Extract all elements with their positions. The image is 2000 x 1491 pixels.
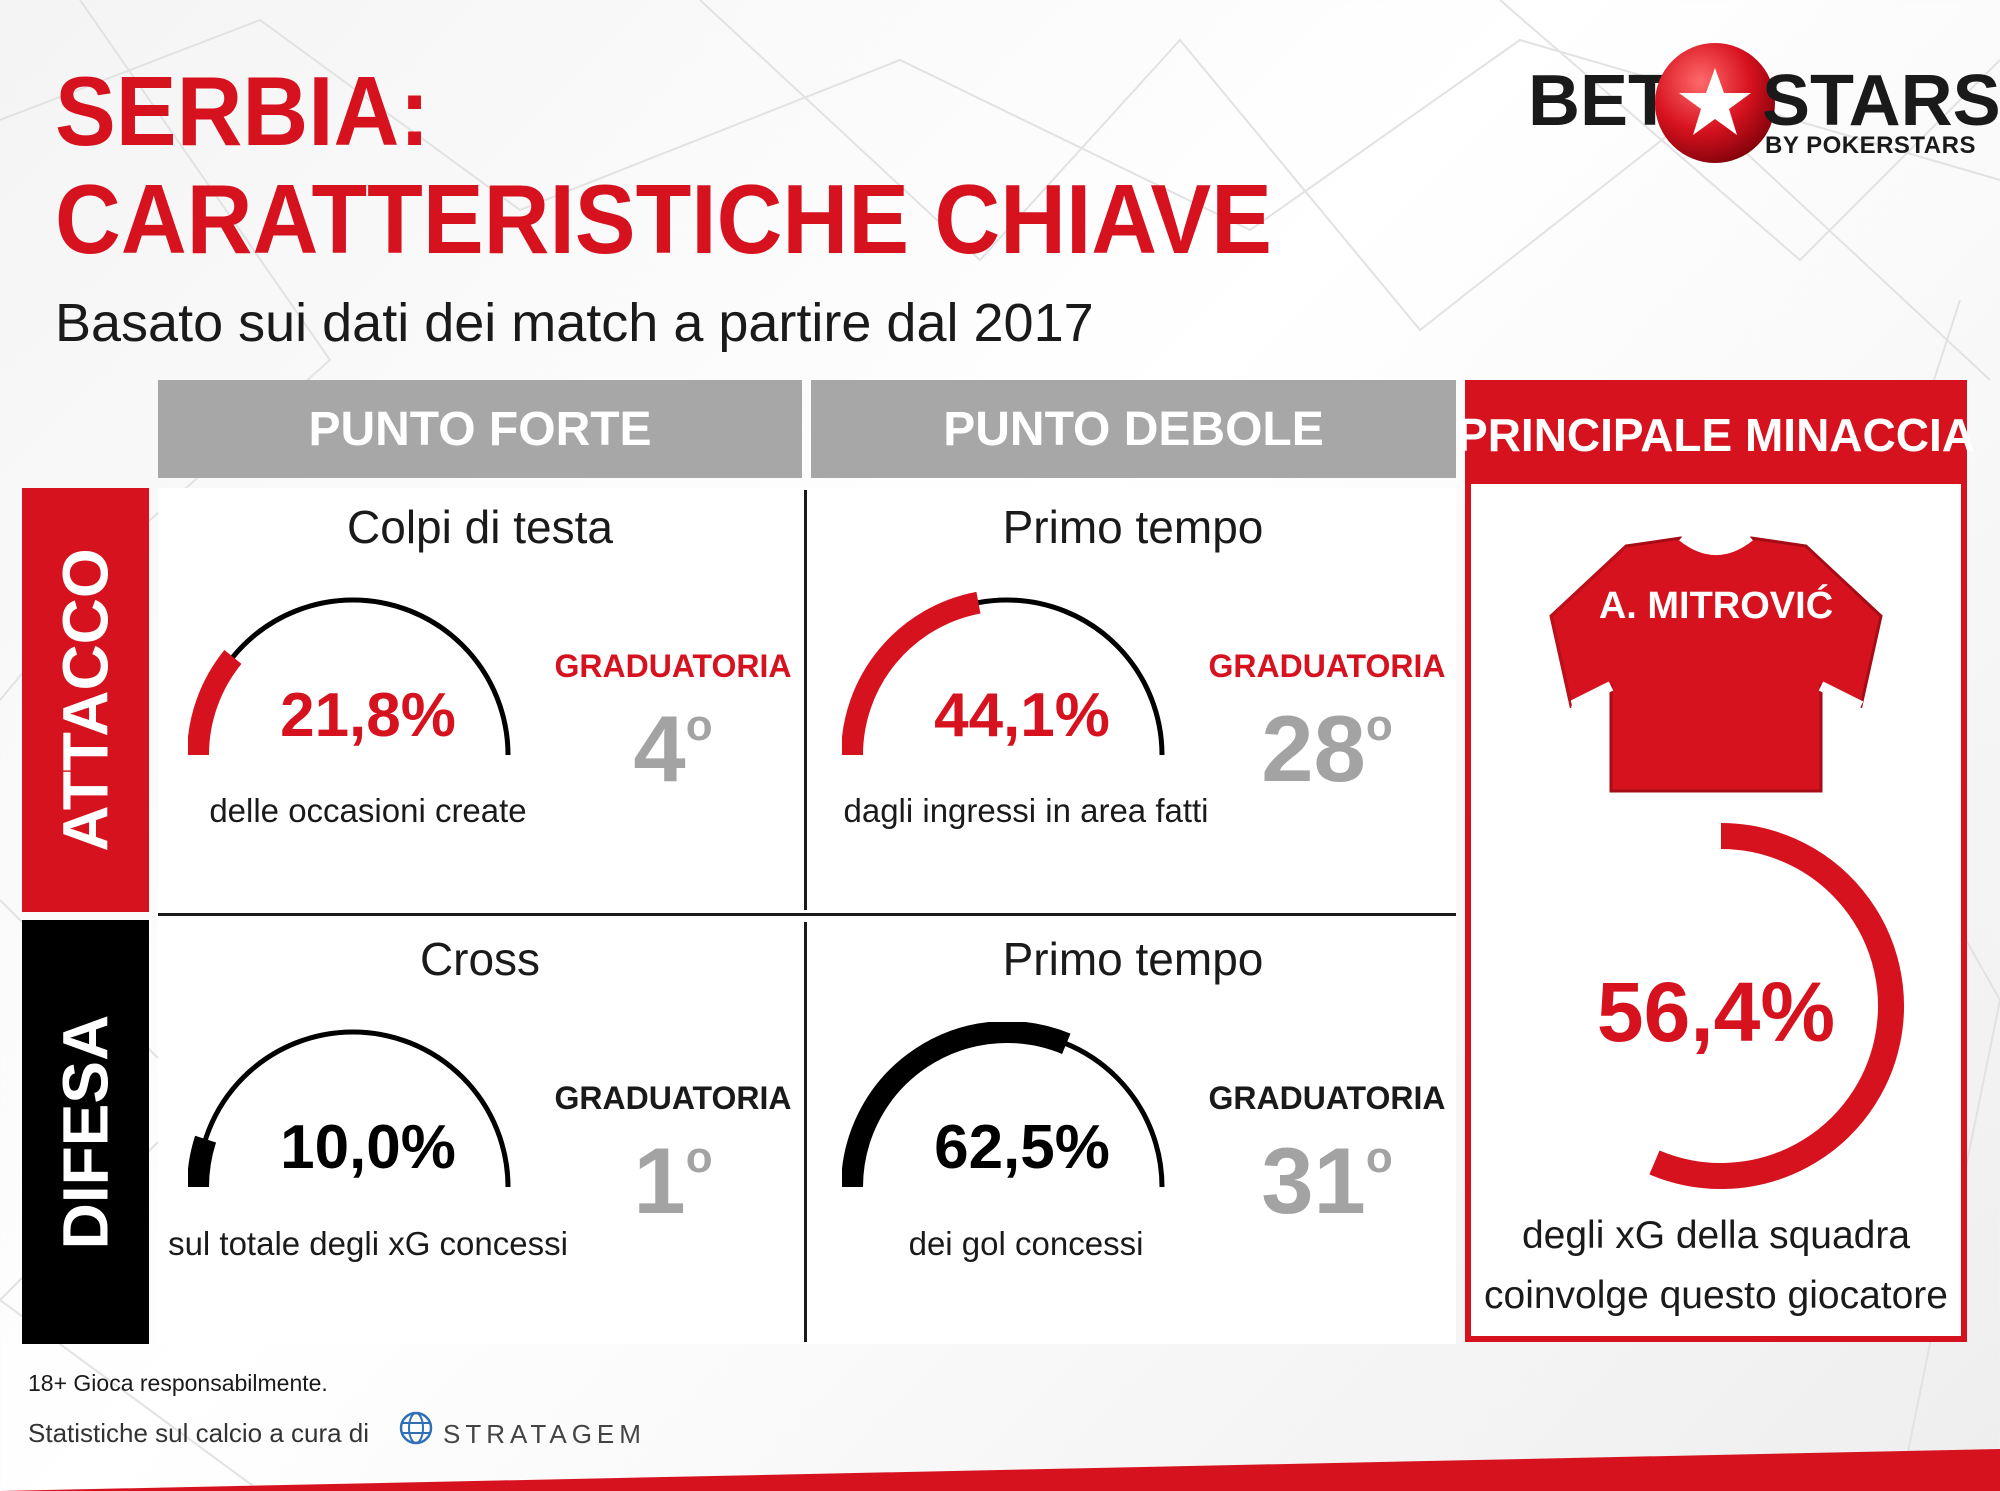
rank-label: GRADUATORIA [554, 648, 792, 684]
jersey-player-name: A. MITROVIĆ [1599, 583, 1833, 627]
gauge [842, 1022, 1165, 1188]
gauge [188, 597, 511, 756]
grid-background [158, 488, 1456, 1344]
gauge-fill [842, 1022, 1071, 1188]
percentage-value: 62,5% [934, 1113, 1110, 1182]
rank-label: GRADUATORIA [1208, 1080, 1446, 1116]
percentage-value: 10,0% [280, 1113, 456, 1182]
logo-subtitle: BY POKERSTARS [1765, 132, 1976, 159]
gauge-fill [842, 591, 981, 756]
caption: delle occasioni create [209, 792, 527, 829]
rank-label: GRADUATORIA [1208, 648, 1446, 684]
threat-percentage: 56,4% [1596, 965, 1836, 1059]
cell-title: Colpi di testa [347, 501, 613, 553]
percentage-value: 21,8% [280, 681, 456, 750]
threat-ring-arc [1649, 823, 1904, 1189]
logo-star-ball-icon [1655, 43, 1775, 163]
age-notice: 18+ Gioca responsabilmente. [28, 1370, 328, 1396]
gauge-fill [188, 649, 242, 756]
threat-caption-line-2: coinvolge questo giocatore [1484, 1274, 1948, 1317]
logo-stars: STARS [1762, 61, 2000, 141]
gauge [188, 1029, 511, 1188]
subtitle: Basato sui dati dei match a partire dal … [55, 293, 1094, 353]
cell-title: Primo tempo [1002, 501, 1264, 553]
grid-divider-horizontal [158, 913, 1456, 916]
caption: dei gol concessi [908, 1225, 1144, 1262]
title-line-1: SERBIA: [55, 56, 430, 166]
logo-bet: BET [1528, 61, 1672, 141]
title-line-2: CARATTERISTICHE CHIAVE [55, 164, 1272, 274]
gauge [842, 591, 1165, 756]
caption: sul totale degli xG concessi [168, 1225, 568, 1262]
credit-text: Statistiche sul calcio a cura di [28, 1418, 370, 1448]
gauge-fill [188, 1135, 217, 1188]
rank-value: 4o [633, 696, 713, 801]
column-header-threat: PRINCIPALE MINACCIA [1457, 386, 1975, 484]
gauge-track [195, 1029, 511, 1188]
footer-red-band [0, 1449, 2000, 1491]
row-label-defense: DIFESA [22, 920, 149, 1344]
rank-value: 28o [1261, 696, 1393, 801]
rank-value: 31o [1261, 1128, 1393, 1233]
threat-panel: PRINCIPALE MINACCIA A. MITROVIĆ 56,4% de… [1457, 380, 1975, 1342]
rank-value: 1o [633, 1128, 713, 1233]
threat-caption-line-1: degli xG della squadra [1521, 1214, 1911, 1257]
globe-icon [399, 1411, 433, 1445]
cell-title: Cross [419, 933, 541, 985]
grid-divider-bottom [804, 922, 807, 1342]
caption: dagli ingressi in area fatti [843, 792, 1209, 829]
cell-title: Primo tempo [1002, 933, 1264, 985]
rank-label: GRADUATORIA [554, 1080, 792, 1116]
provider-name: STRATAGEM [443, 1419, 646, 1449]
column-header-strength: PUNTO FORTE [158, 380, 802, 478]
percentage-value: 44,1% [934, 681, 1110, 750]
jersey-icon: A. MITROVIĆ [1549, 536, 1883, 793]
grid-divider-top [804, 490, 807, 910]
row-label-attack: ATTACCO [22, 488, 149, 912]
threat-ring-gauge [1536, 821, 1906, 1191]
column-header-weakness: PUNTO DEBOLE [811, 380, 1456, 478]
